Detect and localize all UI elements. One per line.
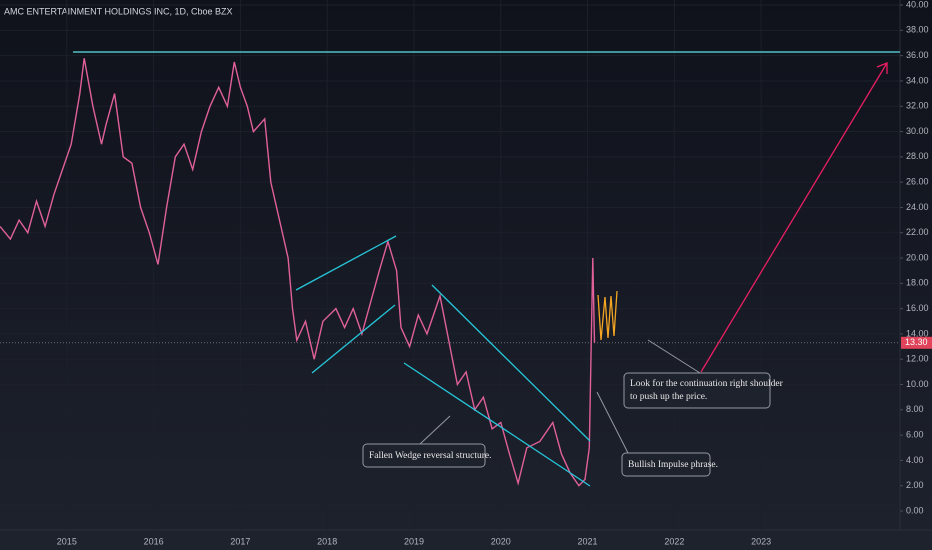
x-tick-label: 2023 [751,536,771,546]
x-tick-label: 2021 [578,536,598,546]
y-tick-label: 2.00 [906,480,924,490]
chart-title: AMC ENTERTAINMENT HOLDINGS INC, 1D, Cboe… [4,6,233,16]
y-tick-label: 32.00 [906,101,929,111]
x-tick-label: 2019 [404,536,424,546]
y-tick-label: 10.00 [906,379,929,389]
wedge-line [431,284,591,442]
x-tick-label: 2017 [230,536,250,546]
callout-line [596,391,629,454]
last-price-label: 13.30 [905,337,928,347]
x-tick-label: 2016 [144,536,164,546]
annotation-text: Fallen Wedge reversal structure. [369,451,492,461]
projection-zigzag [597,290,618,341]
y-tick-label: 38.00 [906,25,929,35]
y-tick-label: 20.00 [906,252,929,262]
y-tick-label: 26.00 [906,177,929,187]
x-tick-label: 2018 [317,536,337,546]
callout-box [623,372,771,409]
annotations: Fallen Wedge reversal structure. Bullish… [362,339,784,477]
arrow-head [876,62,888,74]
y-tick-label: 14.00 [906,328,929,338]
x-tick-label: 2020 [491,536,511,546]
y-tick-label: 22.00 [906,227,929,237]
callout-line [647,339,701,374]
annotation-text: Bullish Impulse phrase. [628,460,718,470]
callout-box [362,443,486,468]
y-tick-label: 6.00 [906,430,924,440]
callout-line [419,415,451,445]
annotation-text: to push up the price. [630,392,707,402]
channel-line [311,304,396,374]
y-tick-label: 0.00 [906,505,924,515]
last-price-box [901,336,932,349]
wedge-line [403,362,591,487]
drawings [73,51,900,487]
x-tick-label: 2022 [664,536,684,546]
y-tick-label: 30.00 [906,126,929,136]
x-tick-label: 2015 [57,536,77,546]
target-arrow [700,62,888,373]
callout-box [621,452,711,477]
y-tick-label: 24.00 [906,202,929,212]
y-tick-label: 34.00 [906,75,929,85]
price-line [0,58,596,487]
y-tick-label: 18.00 [906,278,929,288]
y-tick-label: 12.00 [906,354,929,364]
y-tick-label: 36.00 [906,50,929,60]
y-tick-label: 8.00 [906,404,924,414]
y-tick-label: 16.00 [906,303,929,313]
channel-line [295,235,397,291]
y-tick-label: 4.00 [906,455,924,465]
y-tick-label: 28.00 [906,151,929,161]
annotation-text: Look for the continuation right shoulder [630,378,784,389]
y-tick-label: 40.00 [906,0,929,9]
